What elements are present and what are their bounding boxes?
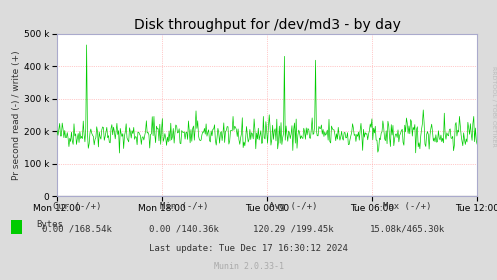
Text: 15.08k/465.30k: 15.08k/465.30k <box>370 224 445 233</box>
Text: Last update: Tue Dec 17 16:30:12 2024: Last update: Tue Dec 17 16:30:12 2024 <box>149 244 348 253</box>
Text: Bytes: Bytes <box>36 220 63 229</box>
Text: 120.29 /199.45k: 120.29 /199.45k <box>253 224 333 233</box>
Text: RRDTOOL / TOBI OETIKER: RRDTOOL / TOBI OETIKER <box>491 66 496 147</box>
Y-axis label: Pr second read (-) / write (+): Pr second read (-) / write (+) <box>12 50 21 179</box>
Text: Min (-/+): Min (-/+) <box>160 202 208 211</box>
Title: Disk throughput for /dev/md3 - by day: Disk throughput for /dev/md3 - by day <box>134 18 401 32</box>
Text: 0.00 /168.54k: 0.00 /168.54k <box>42 224 112 233</box>
Text: Avg (-/+): Avg (-/+) <box>269 202 318 211</box>
Text: 0.00 /140.36k: 0.00 /140.36k <box>149 224 219 233</box>
Text: Munin 2.0.33-1: Munin 2.0.33-1 <box>214 262 283 271</box>
Text: Max (-/+): Max (-/+) <box>383 202 432 211</box>
Text: Cur (-/+): Cur (-/+) <box>53 202 101 211</box>
